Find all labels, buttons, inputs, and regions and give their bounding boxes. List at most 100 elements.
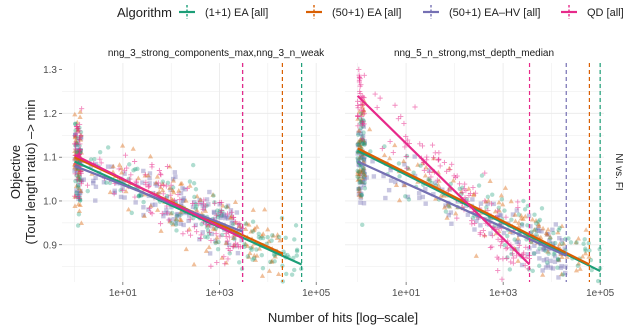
data-point bbox=[532, 243, 537, 248]
data-point bbox=[357, 180, 363, 185]
data-point bbox=[361, 124, 366, 129]
data-point bbox=[230, 243, 236, 249]
data-point bbox=[393, 179, 398, 185]
data-point bbox=[481, 233, 488, 239]
data-point bbox=[576, 260, 582, 266]
data-point bbox=[75, 173, 81, 179]
data-point bbox=[294, 248, 300, 254]
data-point bbox=[109, 164, 115, 169]
data-point bbox=[419, 143, 426, 149]
data-point bbox=[199, 222, 204, 227]
data-point bbox=[218, 215, 223, 220]
data-point bbox=[160, 191, 166, 197]
data-point bbox=[361, 111, 367, 117]
data-point bbox=[75, 168, 81, 173]
data-point bbox=[163, 183, 169, 189]
data-point bbox=[268, 259, 273, 265]
data-point bbox=[143, 179, 149, 185]
data-point bbox=[88, 157, 94, 162]
data-point bbox=[219, 213, 224, 219]
data-point bbox=[424, 154, 430, 160]
data-point bbox=[357, 168, 363, 174]
x-tick-label: 1e+01 bbox=[109, 288, 138, 299]
data-point bbox=[359, 153, 365, 158]
data-point bbox=[155, 180, 161, 186]
data-point bbox=[360, 141, 366, 147]
data-point bbox=[355, 138, 362, 144]
data-point bbox=[276, 234, 282, 240]
data-point bbox=[529, 229, 535, 234]
data-point bbox=[473, 253, 479, 258]
data-point bbox=[146, 183, 152, 189]
data-point bbox=[472, 220, 478, 227]
data-point bbox=[516, 242, 522, 248]
data-point bbox=[548, 258, 553, 264]
data-point bbox=[519, 262, 525, 268]
data-point bbox=[250, 207, 256, 212]
data-point bbox=[209, 231, 215, 237]
data-point bbox=[357, 187, 362, 192]
data-point bbox=[390, 149, 396, 156]
data-point bbox=[260, 235, 266, 241]
data-point bbox=[73, 123, 80, 130]
data-point bbox=[358, 131, 363, 137]
data-point bbox=[579, 253, 586, 259]
data-point bbox=[250, 219, 256, 224]
data-point bbox=[586, 240, 591, 246]
data-point bbox=[528, 231, 533, 236]
data-point bbox=[211, 193, 216, 198]
data-point bbox=[356, 192, 362, 197]
data-point bbox=[136, 193, 141, 199]
data-point bbox=[160, 179, 166, 184]
data-point bbox=[72, 148, 78, 154]
data-point bbox=[77, 173, 82, 178]
data-point bbox=[197, 197, 203, 202]
data-point bbox=[537, 263, 542, 269]
data-point bbox=[105, 164, 111, 169]
data-point bbox=[356, 141, 363, 147]
data-point bbox=[478, 223, 483, 228]
data-point bbox=[538, 234, 544, 240]
data-point bbox=[356, 169, 362, 175]
data-point bbox=[247, 250, 253, 256]
data-point bbox=[361, 140, 367, 146]
trend-line bbox=[74, 153, 244, 240]
data-point bbox=[417, 141, 423, 147]
data-point bbox=[358, 191, 363, 196]
data-point bbox=[362, 176, 367, 181]
data-point bbox=[211, 210, 217, 215]
data-point bbox=[559, 271, 565, 277]
data-point bbox=[551, 252, 557, 257]
data-point bbox=[107, 180, 113, 186]
data-point bbox=[206, 229, 213, 235]
data-point bbox=[356, 66, 362, 73]
trend-line bbox=[357, 149, 601, 273]
panel-left bbox=[62, 63, 320, 284]
data-point bbox=[74, 190, 79, 196]
data-point bbox=[447, 204, 452, 209]
data-point bbox=[515, 246, 520, 252]
data-point bbox=[531, 251, 537, 256]
data-point bbox=[543, 248, 548, 254]
data-point bbox=[528, 239, 534, 244]
data-point bbox=[595, 278, 601, 284]
y-axis-ticks: 0.9 1.0 1.1 1.2 1.3 bbox=[43, 65, 62, 251]
data-point bbox=[73, 166, 78, 171]
data-point bbox=[359, 122, 365, 128]
data-point bbox=[535, 225, 541, 230]
data-point bbox=[77, 191, 82, 196]
data-point bbox=[426, 177, 431, 182]
data-point bbox=[174, 218, 179, 223]
data-point bbox=[361, 157, 367, 162]
data-point bbox=[523, 244, 529, 250]
data-point bbox=[573, 239, 579, 245]
data-point bbox=[164, 193, 170, 199]
data-point bbox=[205, 235, 210, 240]
data-point bbox=[178, 191, 184, 196]
data-point bbox=[74, 142, 79, 148]
data-point bbox=[421, 167, 427, 173]
data-point bbox=[515, 204, 521, 211]
data-point bbox=[371, 174, 377, 179]
data-point bbox=[529, 216, 536, 222]
